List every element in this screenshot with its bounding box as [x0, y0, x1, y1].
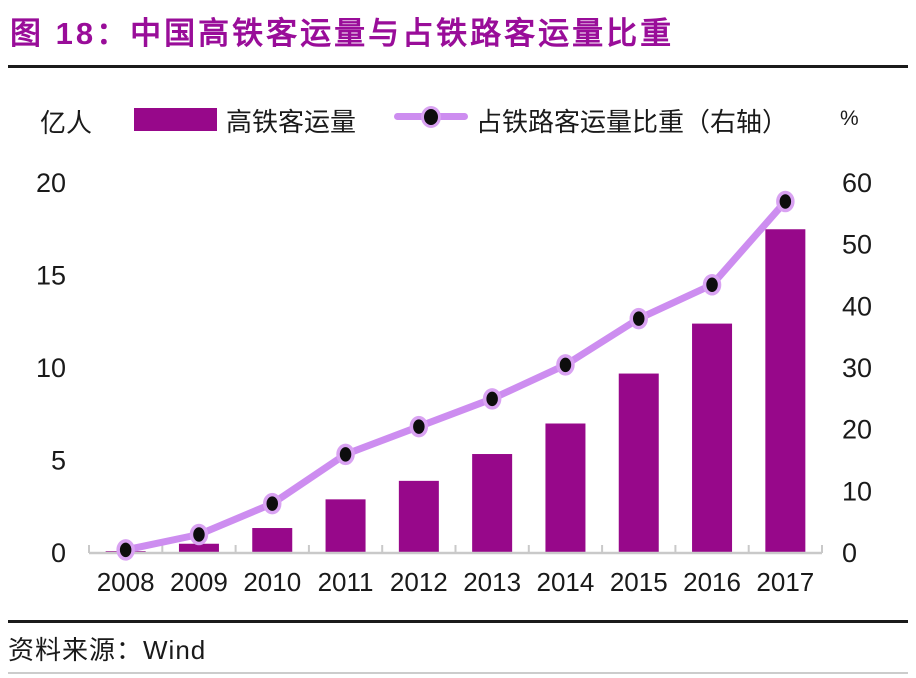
left-axis-tick-15: 15 — [36, 261, 66, 291]
source-divider — [8, 620, 908, 623]
right-axis-tick-20: 20 — [842, 415, 872, 445]
bar-2011 — [325, 499, 366, 553]
x-axis-label-2013: 2013 — [463, 567, 521, 597]
right-axis-tick-40: 40 — [842, 291, 872, 321]
x-axis-label-2015: 2015 — [610, 567, 668, 597]
x-axis-label-2016: 2016 — [683, 567, 741, 597]
line-legend-label: 占铁路客运量比重（右轴） — [476, 107, 789, 137]
x-axis-label-2010: 2010 — [243, 567, 301, 597]
share-line — [122, 198, 789, 554]
line-marker-2009 — [189, 523, 209, 546]
bar-legend-swatch-icon — [134, 108, 217, 131]
line-marker-2008 — [116, 539, 135, 561]
left-axis-tick-5: 5 — [51, 446, 66, 476]
bar-2009 — [178, 543, 219, 553]
bottom-border — [8, 672, 908, 674]
line-marker-2014 — [556, 354, 575, 376]
line-marker-2016 — [702, 274, 722, 296]
left-axis-tick-20: 20 — [36, 168, 66, 198]
left-axis-tick-10: 10 — [36, 353, 66, 383]
x-axis-label-2014: 2014 — [537, 567, 595, 597]
bar-2013 — [472, 454, 513, 553]
left-axis-tick-0: 0 — [51, 538, 66, 568]
chart-canvas: 0 5 10 15 20 0 10 20 30 40 50 60 2008 2009 2010 2011 201… — [36, 168, 872, 597]
x-axis-label-2009: 2009 — [170, 567, 228, 597]
left-axis-unit-label: 亿人 — [40, 108, 93, 138]
bar-legend-label: 高铁客运量 — [226, 107, 357, 137]
bar-2015 — [618, 373, 659, 553]
line-marker-2015 — [629, 307, 648, 330]
title-divider — [8, 65, 908, 68]
bar-2010 — [252, 528, 293, 553]
right-axis-tick-60: 60 — [842, 168, 872, 198]
x-axis-label-2008: 2008 — [97, 567, 155, 597]
figure-title: 图 18：中国高铁客运量与占铁路客运量比重 — [10, 16, 675, 51]
bar-2016 — [692, 323, 733, 553]
line-legend-swatch-icon — [394, 105, 468, 128]
bar-2017 — [765, 229, 806, 553]
line-legend-marker-icon — [421, 105, 441, 128]
bar-2014 — [545, 423, 586, 553]
x-axis-label-2011: 2011 — [318, 567, 374, 597]
x-axis-label-2017: 2017 — [756, 567, 814, 597]
bar-2012 — [398, 480, 439, 553]
x-axis-label-2012: 2012 — [390, 567, 448, 597]
line-marker-2010 — [263, 492, 282, 515]
right-axis-tick-10: 10 — [842, 476, 872, 506]
line-marker-2012 — [409, 415, 429, 438]
right-axis-tick-30: 30 — [842, 353, 872, 383]
right-axis-unit-label: % — [840, 107, 859, 130]
line-marker-2013 — [482, 388, 502, 410]
source-text: 资料来源：Wind — [8, 635, 207, 665]
right-axis-tick-50: 50 — [842, 230, 872, 260]
line-marker-2017 — [776, 190, 795, 213]
right-axis-tick-0: 0 — [842, 538, 857, 568]
line-marker-2011 — [336, 443, 355, 466]
